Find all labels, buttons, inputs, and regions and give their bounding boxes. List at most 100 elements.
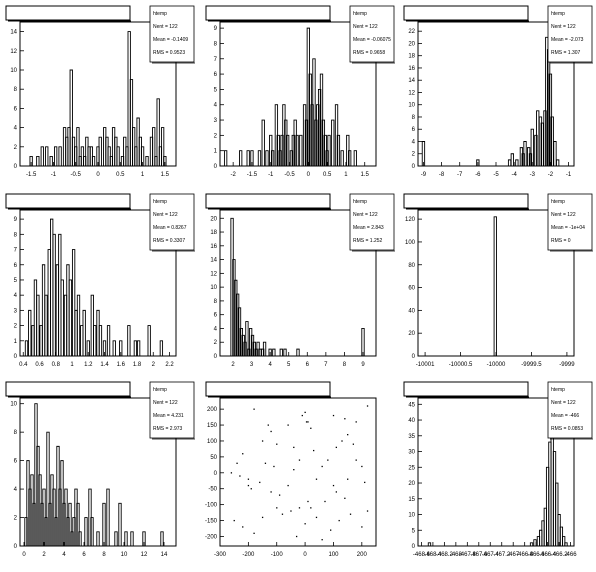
histogram-bin [534,134,538,166]
stats-name: htemp [153,11,167,17]
histogram-bin [308,73,312,166]
x-tick-label: 2 [42,552,46,558]
stats-entry: RMS = 2.973 [153,426,183,432]
x-tick-label: -466.2 [551,552,569,558]
stats-entry: RMS = 0.3307 [153,238,185,244]
histogram-bin [279,348,283,356]
histogram-bin [510,153,514,166]
y-tick-label: 0 [14,544,18,550]
scatter-point [330,529,332,531]
x-tick-label: -466.4 [539,552,557,558]
y-tick-label: -100 [205,503,218,509]
y-tick-label: 6 [14,263,18,269]
histogram-bin [533,539,537,546]
histogram-bin [562,536,566,546]
x-tick-label: -10001 [416,362,435,368]
y-tick-label: 20 [408,481,415,487]
x-tick-label: -467.2 [493,552,511,558]
histogram-bin [106,488,110,546]
x-tick-label: 6 [82,552,86,558]
histogram-bin [247,348,251,356]
x-tick-label: -10000.5 [449,362,473,368]
x-tick-label: -468.6 [413,552,431,558]
histogram-bin [46,431,50,546]
stats-box [349,5,395,63]
histogram-bin [340,150,344,166]
y-tick-label: 9 [214,26,218,32]
stats-entry: Nent = 122 [153,24,178,30]
y-tick-label: 10 [408,513,415,519]
histogram-bin [49,155,53,166]
histogram-bin [102,502,106,546]
stats-box [349,193,395,251]
y-tick-label: 1 [14,339,18,345]
y-tick-label: 4 [14,126,18,132]
y-tick-label: 12 [10,49,17,55]
y-tick-label: 20 [408,41,415,47]
title-box [403,5,529,21]
histogram-bin [299,134,303,166]
scatter-point [236,462,238,464]
scatter-point [253,532,255,534]
y-tick-label: 1 [214,149,218,155]
y-tick-label: 45 [408,402,415,408]
scatter-point [239,475,241,477]
histogram-bin [76,294,81,356]
y-tick-label: 0 [412,544,416,550]
scatter-point [313,449,315,452]
histogram-bin [295,134,299,166]
y-tick-label: 10 [210,285,217,291]
x-tick-label: 0.5 [323,172,332,178]
histogram-bin [241,334,245,356]
scatter-point [259,481,261,484]
x-tick-label: -9999 [559,362,575,368]
histogram-bin [268,348,272,356]
y-tick-label: 60 [408,286,415,292]
y-tick-label: 18 [408,54,415,60]
scatter-point [233,519,235,522]
x-tick-label: 1 [141,172,145,178]
stats-entry: Nent = 122 [551,24,576,30]
histogram-bin [280,134,284,166]
histogram-bin [348,150,352,166]
x-tick-label: 2.2 [165,362,174,368]
histogram-bin [82,309,86,356]
scatter-point [267,424,269,426]
stats-entry: Mean = 0.8267 [153,225,187,231]
y-tick-label: 22 [408,29,415,35]
histogram-bin [237,307,242,356]
x-tick-label: 3 [250,362,254,368]
scatter-point [295,535,298,538]
y-tick-label: 0 [14,164,18,170]
scatter-point [344,497,346,499]
x-tick-label: -1 [51,172,57,178]
stats-box [547,5,593,63]
x-tick-label: 0.8 [52,362,61,368]
histogram-bin [545,36,549,166]
y-tick-label: 4 [14,487,18,493]
chart-panel-5: 2 3 4 5 6 7 8 9 0 2 4 6 8 10 12 14 16 18 20 htemp Nent = 122… [205,193,395,368]
scatter-point [338,519,340,522]
y-tick-label: 4 [14,293,18,299]
chart-panel-4: 0.4 0.6 0.8 1 1.2 1.4 1.6 1.8 2 2.2 0 1 2 3 4 5 6 7 8 9 htem… [5,193,195,368]
histogram-bin [90,517,94,546]
y-tick-label: 40 [408,418,415,424]
histogram-bin [519,147,524,166]
y-tick-label: 10 [408,103,415,109]
y-tick-label: 80 [408,263,415,269]
scatter-point [270,430,272,433]
scatter-point [364,481,366,484]
histogram-bin [58,146,62,166]
x-tick-label: 2 [231,362,235,368]
histogram-bin [304,119,309,166]
stats-entry: RMS = 0.0853 [551,426,583,432]
chart-panel-9: -468.6-468.4-468.2-468-467.8-467.6-467.4… [403,381,593,558]
scatter-point [352,443,355,445]
histogram-bin [116,146,120,166]
histogram-bin [86,340,90,356]
stats-box [547,193,593,251]
stats-entry: Mean = -0.06075 [353,37,391,43]
x-tick-label: -2 [230,172,236,178]
y-tick-label: 9 [14,217,18,223]
x-tick-label: -4 [511,172,517,178]
